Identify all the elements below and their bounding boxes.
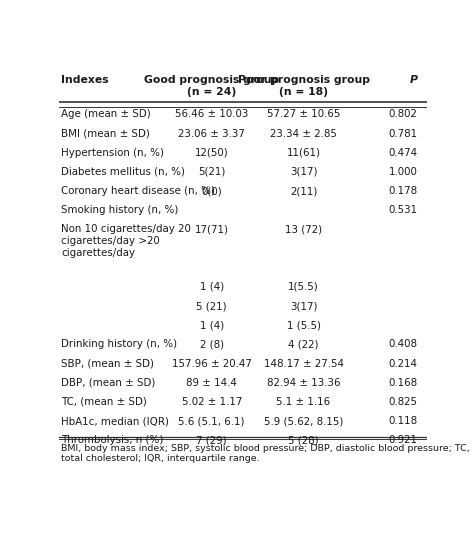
Text: 23.06 ± 3.37: 23.06 ± 3.37 bbox=[178, 129, 245, 138]
Text: 0.802: 0.802 bbox=[389, 109, 418, 120]
Text: Indexes: Indexes bbox=[61, 75, 109, 85]
Text: Hypertension (n, %): Hypertension (n, %) bbox=[61, 148, 164, 158]
Text: 0.921: 0.921 bbox=[388, 436, 418, 445]
Text: P: P bbox=[410, 75, 418, 85]
Text: 5(21): 5(21) bbox=[198, 167, 226, 177]
Text: 57.27 ± 10.65: 57.27 ± 10.65 bbox=[267, 109, 340, 120]
Text: 13 (72): 13 (72) bbox=[285, 225, 322, 234]
Text: 17(71): 17(71) bbox=[195, 225, 228, 234]
Text: Non 10 cigarettes/day 20
cigarettes/day >20
cigarettes/day: Non 10 cigarettes/day 20 cigarettes/day … bbox=[61, 225, 191, 258]
Text: 11(61): 11(61) bbox=[287, 148, 320, 158]
Text: BMI, body mass index; SBP, systolic blood pressure; DBP, diastolic blood pressur: BMI, body mass index; SBP, systolic bloo… bbox=[61, 444, 470, 464]
Text: 1 (4): 1 (4) bbox=[200, 282, 224, 292]
Text: 0.178: 0.178 bbox=[388, 186, 418, 196]
Text: Good prognosis group
(n = 24): Good prognosis group (n = 24) bbox=[144, 75, 279, 97]
Text: Diabetes mellitus (n, %): Diabetes mellitus (n, %) bbox=[61, 167, 185, 177]
Text: 5.02 ± 1.17: 5.02 ± 1.17 bbox=[182, 397, 242, 407]
Text: 157.96 ± 20.47: 157.96 ± 20.47 bbox=[172, 359, 252, 368]
Text: 2 (8): 2 (8) bbox=[200, 339, 224, 349]
Text: 7 (29): 7 (29) bbox=[196, 436, 227, 445]
Text: 0(0): 0(0) bbox=[201, 186, 222, 196]
Text: 5 (28): 5 (28) bbox=[288, 436, 319, 445]
Text: 1 (5.5): 1 (5.5) bbox=[287, 320, 320, 330]
Text: 56.46 ± 10.03: 56.46 ± 10.03 bbox=[175, 109, 248, 120]
Text: DBP, (mean ± SD): DBP, (mean ± SD) bbox=[61, 378, 155, 388]
Text: 1.000: 1.000 bbox=[389, 167, 418, 177]
Text: 0.214: 0.214 bbox=[388, 359, 418, 368]
Text: TC, (mean ± SD): TC, (mean ± SD) bbox=[61, 397, 147, 407]
Text: 148.17 ± 27.54: 148.17 ± 27.54 bbox=[264, 359, 344, 368]
Text: Drinking history (n, %): Drinking history (n, %) bbox=[61, 339, 177, 349]
Text: 1 (4): 1 (4) bbox=[200, 320, 224, 330]
Text: BMI (mean ± SD): BMI (mean ± SD) bbox=[61, 129, 150, 138]
Text: 5.9 (5.62, 8.15): 5.9 (5.62, 8.15) bbox=[264, 416, 343, 426]
Text: 0.474: 0.474 bbox=[388, 148, 418, 158]
Text: 3(17): 3(17) bbox=[290, 301, 317, 311]
Text: Age (mean ± SD): Age (mean ± SD) bbox=[61, 109, 151, 120]
Text: 0.825: 0.825 bbox=[388, 397, 418, 407]
Text: 5 (21): 5 (21) bbox=[196, 301, 227, 311]
Text: 0.531: 0.531 bbox=[388, 205, 418, 215]
Text: 5.6 (5.1, 6.1): 5.6 (5.1, 6.1) bbox=[178, 416, 245, 426]
Text: 82.94 ± 13.36: 82.94 ± 13.36 bbox=[267, 378, 340, 388]
Text: 3(17): 3(17) bbox=[290, 167, 317, 177]
Text: Thrombolysis, n (%): Thrombolysis, n (%) bbox=[61, 436, 164, 445]
Text: 0.168: 0.168 bbox=[388, 378, 418, 388]
Text: 89 ± 14.4: 89 ± 14.4 bbox=[186, 378, 237, 388]
Text: 0.781: 0.781 bbox=[388, 129, 418, 138]
Text: 4 (22): 4 (22) bbox=[288, 339, 319, 349]
Text: 2(11): 2(11) bbox=[290, 186, 317, 196]
Text: 5.1 ± 1.16: 5.1 ± 1.16 bbox=[276, 397, 330, 407]
Text: 0.118: 0.118 bbox=[388, 416, 418, 426]
Text: Poor prognosis group
(n = 18): Poor prognosis group (n = 18) bbox=[237, 75, 370, 97]
Text: 0.408: 0.408 bbox=[388, 339, 418, 349]
Text: 23.34 ± 2.85: 23.34 ± 2.85 bbox=[270, 129, 337, 138]
Text: 12(50): 12(50) bbox=[195, 148, 228, 158]
Text: HbA1c, median (IQR): HbA1c, median (IQR) bbox=[61, 416, 169, 426]
Text: Coronary heart disease (n, %): Coronary heart disease (n, %) bbox=[61, 186, 215, 196]
Text: Smoking history (n, %): Smoking history (n, %) bbox=[61, 205, 179, 215]
Text: SBP, (mean ± SD): SBP, (mean ± SD) bbox=[61, 359, 154, 368]
Text: 1(5.5): 1(5.5) bbox=[288, 282, 319, 292]
